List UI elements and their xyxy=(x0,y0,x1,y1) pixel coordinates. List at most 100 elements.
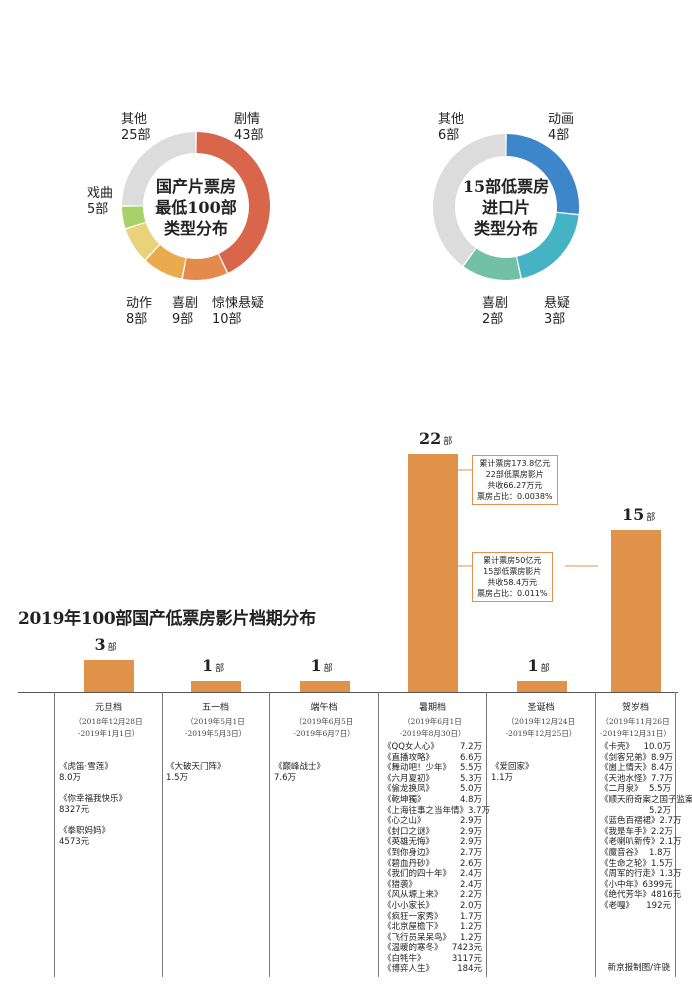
period-date-0: （2018年12月28日 -2019年1月1日） xyxy=(55,716,162,740)
donut1-label-action: 动作 8部 xyxy=(126,296,153,327)
film-row: 《六月夏初》 5.3万 xyxy=(383,774,482,785)
period-date-end-4: -2019年12月25日） xyxy=(505,729,577,738)
film-box-office: 1.2万 xyxy=(459,922,482,933)
film-title: 《猎袭》 xyxy=(383,879,418,890)
film-row: 《猎袭》 2.4万 xyxy=(383,880,482,891)
period-date-start-4: （2019年12月24日 xyxy=(506,717,576,726)
film-box-office: 2.7万 xyxy=(459,847,482,858)
film-title: 《上海往事之当年情》 xyxy=(383,805,469,816)
bar-value-number-0: 3 xyxy=(94,634,106,654)
film-title: 《北京屋檐下》 xyxy=(383,922,443,933)
film-box-office: 1.5万 xyxy=(651,858,674,869)
period-date-start-2: （2019年6月5日 xyxy=(294,717,354,726)
film-list-3: 《QQ女人心》 7.2万 《直播攻略》 6.6万 《舞动吧！少年》 5.5万 《六月夏初》 5… xyxy=(379,742,490,975)
film-row: 《我们的四十年》 2.4万 xyxy=(383,869,482,880)
period-date-start-5: （2019年11月26日 xyxy=(601,717,670,726)
film-title: 《崮上情天》 xyxy=(600,763,652,774)
film-title: 《疯狂一家秀》 xyxy=(383,911,443,922)
bar-value-number-4: 1 xyxy=(527,656,539,676)
film-box-office: 2.4万 xyxy=(459,869,482,880)
period-column-0: 元旦档 （2018年12月28日 -2019年1月1日） 《虎笛·雪莲》 8.0万 《你幸… xyxy=(54,692,163,977)
film-box-office: 4816元 xyxy=(651,890,682,901)
film-box-office: 1.8万 xyxy=(648,847,671,858)
donut2-label-animation: 动画 4部 xyxy=(548,112,575,143)
period-date-1: （2019年5月1日 -2019年5月3日） xyxy=(162,716,269,740)
film-row: 《封口之谜》 2.9万 xyxy=(383,827,482,838)
film-row: 《崮上情天》 8.4万 xyxy=(600,763,673,774)
film-title: 《魔音谷》 xyxy=(600,847,643,858)
film-row: 《小中年》 6399元 xyxy=(600,880,673,891)
film-title: 《温暖的寒冬》 xyxy=(383,943,443,954)
film-list-5: 《卡壳》 10.0万 《剑客兄弟》 8.9万 《崮上情天》 8.4万 《天池水怪》 7.7万《… xyxy=(596,742,692,912)
film-title: 《飞行员呆呆鸟》 xyxy=(383,932,452,943)
period-date-end-2: -2019年6月7日） xyxy=(293,729,355,738)
donut1-label-drama: 剧情 43部 xyxy=(234,112,264,143)
period-date-end-3: -2019年8月30日） xyxy=(399,729,466,738)
film-box-office: 2.7万 xyxy=(659,816,682,827)
film-row: 《魔音谷》 1.8万 xyxy=(600,848,671,859)
film-row: 《心之山》 2.9万 xyxy=(383,816,482,827)
film-title: 《封口之谜》 xyxy=(383,826,435,837)
film-box-office: 4.8万 xyxy=(459,794,482,805)
film-box-office: 2.4万 xyxy=(459,879,482,890)
donut1-label-thriller: 惊悚悬疑 10部 xyxy=(212,296,265,327)
film-box-office: 2.9万 xyxy=(459,837,482,848)
film-title: 《心之山》 xyxy=(383,816,426,827)
bar-value-unit-0: 部 xyxy=(107,642,117,653)
film-box-office: 5.5万 xyxy=(648,784,671,795)
period-name-0: 元旦档 xyxy=(94,703,122,713)
donut2-label-comedy: 喜剧 2部 xyxy=(482,296,509,327)
film-row: 《你幸福我快乐》 8327元 xyxy=(59,794,158,816)
film-row: 《英雄无悔》 2.9万 xyxy=(383,837,482,848)
film-title: 《周军的行走》 xyxy=(600,869,660,880)
period-column-1: 五一档 （2019年5月1日 -2019年5月3日） 《大破天门阵》 1.5万 xyxy=(162,692,270,977)
film-box-office: 7.7万 xyxy=(651,773,674,784)
donut2-label-other: 其他 6部 xyxy=(438,112,465,143)
period-column-4: 圣诞档 （2019年12月24日 -2019年12月25日） 《爱回家》 1.1万 xyxy=(487,692,596,977)
film-row: 《直播攻略》 6.6万 xyxy=(383,753,482,764)
film-title: 《卡壳》 xyxy=(600,742,635,752)
period-name-5: 贺岁档 xyxy=(621,703,649,713)
bar-value-unit-4: 部 xyxy=(540,664,550,675)
film-title: 《大破天门阵》 xyxy=(166,762,226,772)
period-name-3: 暑期档 xyxy=(418,703,446,713)
credit: 新京报制图/许骁 xyxy=(607,963,670,973)
period-date-end-5: -2019年12月31日） xyxy=(600,729,671,738)
bar-1 xyxy=(191,681,241,692)
film-row: 《QQ女人心》 7.2万 xyxy=(383,742,482,753)
film-box-office: 1.5万 xyxy=(166,773,189,783)
film-list-4: 《爱回家》 1.1万 xyxy=(487,762,595,784)
film-title: 《天池水怪》 xyxy=(600,773,652,784)
film-box-office: 5.5万 xyxy=(459,763,482,774)
film-box-office: 192元 xyxy=(646,900,671,911)
film-box-office: 5.3万 xyxy=(459,773,482,784)
film-box-office: 2.6万 xyxy=(459,858,482,869)
bar-3 xyxy=(408,454,458,692)
film-box-office: 1.2万 xyxy=(459,932,482,943)
film-title: 《小小家长》 xyxy=(383,900,435,911)
bar-0 xyxy=(83,659,134,692)
period-date-5: （2019年11月26日 -2019年12月31日） xyxy=(596,716,675,740)
film-title: 《生命之轮》 xyxy=(600,858,652,869)
film-row: 《乾坤獨》 4.8万 xyxy=(383,795,482,806)
import-genre-donut xyxy=(433,134,579,280)
bar-baseline xyxy=(18,692,678,693)
film-title: 《巅峰战士》 xyxy=(274,762,326,772)
film-title: 《到你身边》 xyxy=(383,847,435,858)
donut2-slice-0 xyxy=(506,134,579,214)
donut1-label-other: 其他 25部 xyxy=(121,112,151,143)
film-box-office: 8.9万 xyxy=(651,752,674,763)
film-title: 《剑客兄弟》 xyxy=(600,752,652,763)
film-row: 5.2万 xyxy=(600,806,671,817)
film-box-office: 7.2万 xyxy=(459,742,482,752)
period-column-2: 端午档 （2019年6月5日 -2019年6月7日） 《巅峰战士》 7.6万 xyxy=(270,692,379,977)
film-box-office: 3.7万 xyxy=(468,805,491,816)
period-name-2: 端午档 xyxy=(310,703,338,713)
film-box-office: 2.1万 xyxy=(659,837,682,848)
donut1-label-opera: 戏曲 5部 xyxy=(87,186,114,217)
film-row: 《剑客兄弟》 8.9万 xyxy=(600,752,674,764)
film-box-office: 6.6万 xyxy=(459,752,482,763)
film-row: 《偷龙换凤》 5.0万 xyxy=(383,784,482,795)
film-box-office: 8327元 xyxy=(59,805,90,815)
